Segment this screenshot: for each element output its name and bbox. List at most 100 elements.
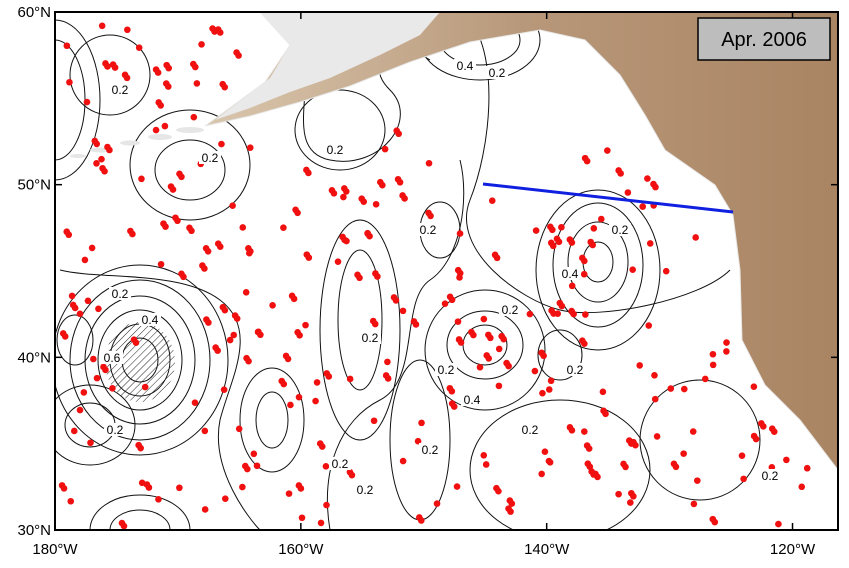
float bbox=[230, 331, 238, 339]
float-positions bbox=[58, 22, 811, 530]
float bbox=[585, 445, 593, 452]
contour-label-bg bbox=[435, 363, 457, 376]
lon-label: 160°W bbox=[278, 541, 324, 558]
float bbox=[590, 225, 598, 232]
float bbox=[770, 428, 778, 436]
float bbox=[84, 297, 92, 305]
float bbox=[711, 518, 719, 526]
float bbox=[98, 22, 106, 30]
float bbox=[448, 296, 456, 304]
float bbox=[526, 310, 534, 318]
float bbox=[550, 310, 557, 317]
contour-label: 0.2 bbox=[567, 363, 584, 377]
float bbox=[427, 212, 434, 220]
float bbox=[662, 267, 670, 275]
float bbox=[627, 499, 634, 506]
contour-label-bg bbox=[329, 457, 351, 470]
float bbox=[346, 375, 354, 383]
float bbox=[441, 300, 449, 307]
float bbox=[495, 487, 502, 495]
float bbox=[752, 435, 760, 443]
contour-label-bg bbox=[139, 313, 161, 326]
float bbox=[414, 437, 422, 445]
float bbox=[433, 500, 441, 507]
float bbox=[617, 170, 624, 177]
contour-label-bg bbox=[609, 223, 631, 236]
float bbox=[214, 347, 221, 354]
float bbox=[192, 63, 199, 71]
float bbox=[392, 297, 400, 304]
contour-label: 0.2 bbox=[332, 457, 349, 471]
float bbox=[482, 461, 490, 468]
float bbox=[364, 230, 371, 237]
float bbox=[221, 306, 229, 314]
contour-label-bg bbox=[519, 423, 541, 436]
float bbox=[169, 186, 177, 193]
float bbox=[396, 178, 404, 186]
float bbox=[323, 501, 330, 509]
float bbox=[63, 42, 71, 50]
float bbox=[343, 237, 350, 245]
float bbox=[280, 224, 287, 231]
contour-label: 0.2 bbox=[502, 303, 519, 317]
float bbox=[226, 336, 234, 344]
float bbox=[549, 226, 556, 234]
float bbox=[157, 102, 165, 109]
float bbox=[111, 64, 119, 71]
float bbox=[239, 224, 247, 231]
float bbox=[135, 44, 143, 51]
float bbox=[456, 269, 464, 277]
float bbox=[690, 500, 698, 508]
float bbox=[768, 463, 776, 471]
contour-label-bg bbox=[101, 351, 123, 364]
frame bbox=[54, 11, 839, 531]
float bbox=[60, 485, 68, 492]
float bbox=[493, 254, 501, 262]
float bbox=[399, 457, 407, 465]
float bbox=[692, 234, 699, 241]
contour-label-bg bbox=[759, 469, 781, 482]
float bbox=[532, 227, 540, 234]
float bbox=[216, 29, 224, 36]
float bbox=[549, 242, 557, 250]
contour-label: 0.2 bbox=[420, 223, 437, 237]
float bbox=[450, 403, 458, 410]
float bbox=[360, 198, 368, 205]
float bbox=[500, 335, 507, 343]
float bbox=[476, 363, 484, 371]
lon-label: 140°W bbox=[524, 541, 570, 558]
float bbox=[723, 339, 730, 346]
float bbox=[384, 358, 391, 366]
float bbox=[395, 130, 402, 138]
float bbox=[384, 375, 392, 382]
float bbox=[334, 258, 342, 266]
float bbox=[480, 452, 488, 459]
float bbox=[325, 373, 333, 380]
float bbox=[555, 238, 563, 246]
float bbox=[71, 304, 79, 312]
float bbox=[570, 310, 577, 318]
float bbox=[80, 389, 88, 396]
float bbox=[287, 401, 294, 409]
float bbox=[558, 223, 565, 231]
float bbox=[480, 315, 488, 323]
float bbox=[269, 302, 276, 309]
float bbox=[68, 292, 76, 300]
float bbox=[723, 348, 730, 355]
float bbox=[418, 419, 425, 427]
float bbox=[218, 140, 225, 148]
float bbox=[639, 203, 647, 210]
float bbox=[201, 265, 208, 272]
float bbox=[495, 345, 503, 353]
lon-label: 180°W bbox=[32, 541, 78, 558]
float bbox=[701, 375, 709, 383]
float bbox=[568, 282, 576, 290]
float bbox=[123, 74, 131, 82]
contour-label: 0.4 bbox=[457, 59, 474, 73]
float bbox=[235, 425, 243, 433]
float bbox=[247, 248, 254, 255]
float bbox=[740, 475, 747, 483]
date-box bbox=[697, 17, 831, 61]
float bbox=[709, 350, 717, 358]
